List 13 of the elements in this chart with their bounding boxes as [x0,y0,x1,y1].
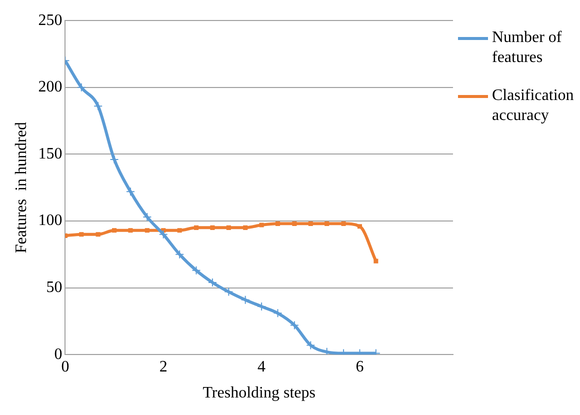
legend-label: Number of features [492,28,563,68]
x-tick-label: 4 [258,358,266,376]
y-axis-title: Features in hundred [12,122,30,254]
y-tick-label: 150 [38,145,62,162]
y-tick-label: 50 [46,279,62,296]
x-tick-label: 2 [159,358,168,376]
x-axis-title: Tresholding steps [202,384,316,402]
y-tick-label: 200 [38,78,62,96]
legend-label: Clasification accuracy [492,86,574,126]
y-tick-label: 250 [38,12,62,29]
y-tick-label: 100 [38,212,62,230]
x-tick-label: 6 [356,358,364,376]
y-tick-label: 0 [54,346,62,363]
